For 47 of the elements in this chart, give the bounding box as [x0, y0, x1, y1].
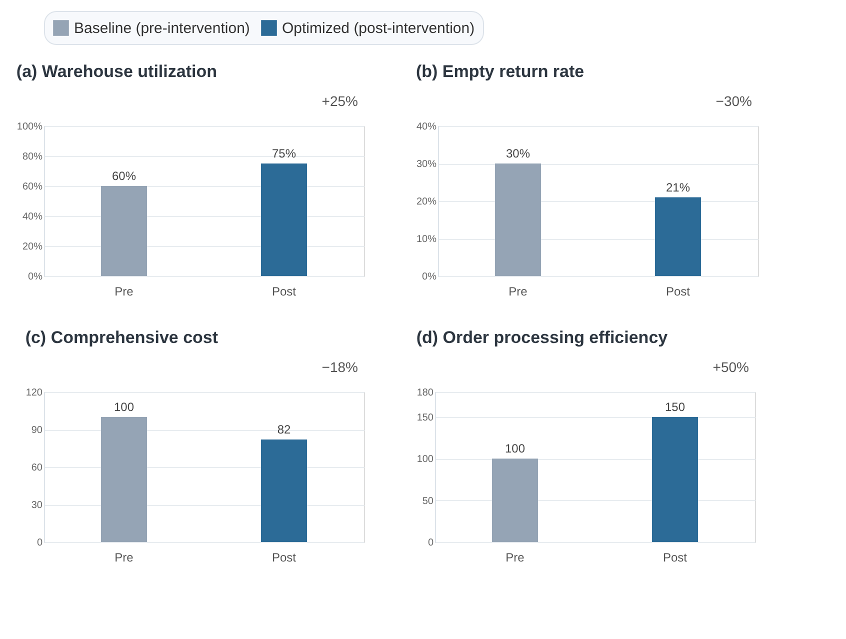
y-tick-label: 30% — [416, 159, 437, 170]
data-label: 75% — [272, 146, 296, 160]
text: +50% — [712, 359, 749, 375]
y-tick-label: 20% — [22, 242, 43, 252]
data-label: 150 — [664, 400, 686, 414]
y-tick-label: 120 — [26, 388, 43, 398]
chart-title: (c) Comprehensive cost — [25, 328, 218, 347]
text: −18% — [322, 359, 358, 375]
chart-title: (b) Empty return rate — [416, 62, 584, 81]
data-label: 60% — [112, 169, 136, 183]
legend-label: Baseline (pre-intervention) — [74, 20, 250, 37]
x-tick-label: Pre — [114, 550, 134, 564]
x-tick-label: Post — [666, 284, 691, 298]
x-tick-label: Pre — [114, 284, 134, 298]
x-tick-label: Pre — [508, 284, 528, 298]
y-tick-label: 10% — [416, 234, 437, 245]
text: −30% — [716, 93, 752, 109]
y-tick-label: 100 — [416, 454, 434, 466]
y-tick-label: 30 — [31, 500, 43, 511]
chart-title: (d) Order processing efficiency — [416, 328, 668, 347]
x-tick-label: Post — [662, 550, 688, 564]
data-label: 30% — [506, 146, 530, 160]
y-tick-label: 0% — [422, 272, 437, 282]
y-tick-label: 60 — [31, 462, 43, 474]
y-tick-label: 100% — [16, 122, 43, 132]
text: +25% — [322, 93, 358, 109]
data-label: 100 — [114, 400, 134, 414]
data-label: 21% — [666, 180, 690, 194]
x-tick-label: Post — [272, 550, 297, 564]
legend-label: Optimized (post-intervention) — [282, 20, 475, 37]
y-tick-label: 80% — [22, 152, 43, 162]
y-tick-label: 40% — [22, 212, 43, 222]
chart-title: (a) Warehouse utilization — [16, 62, 217, 81]
y-tick-label: 20% — [416, 196, 437, 208]
y-tick-label: 0 — [428, 538, 434, 548]
y-tick-label: 50 — [422, 496, 434, 507]
y-tick-label: 180 — [416, 388, 434, 398]
y-tick-label: 0 — [36, 538, 43, 548]
y-tick-label: 90 — [31, 425, 43, 436]
data-label: 100 — [504, 442, 526, 456]
data-label: 82 — [277, 422, 291, 436]
y-tick-label: 150 — [416, 412, 434, 424]
x-tick-label: Post — [272, 284, 297, 298]
y-tick-label: 40% — [416, 122, 437, 132]
y-tick-label: 60% — [22, 182, 43, 192]
x-tick-label: Pre — [506, 550, 525, 564]
y-tick-label: 0% — [28, 272, 43, 282]
